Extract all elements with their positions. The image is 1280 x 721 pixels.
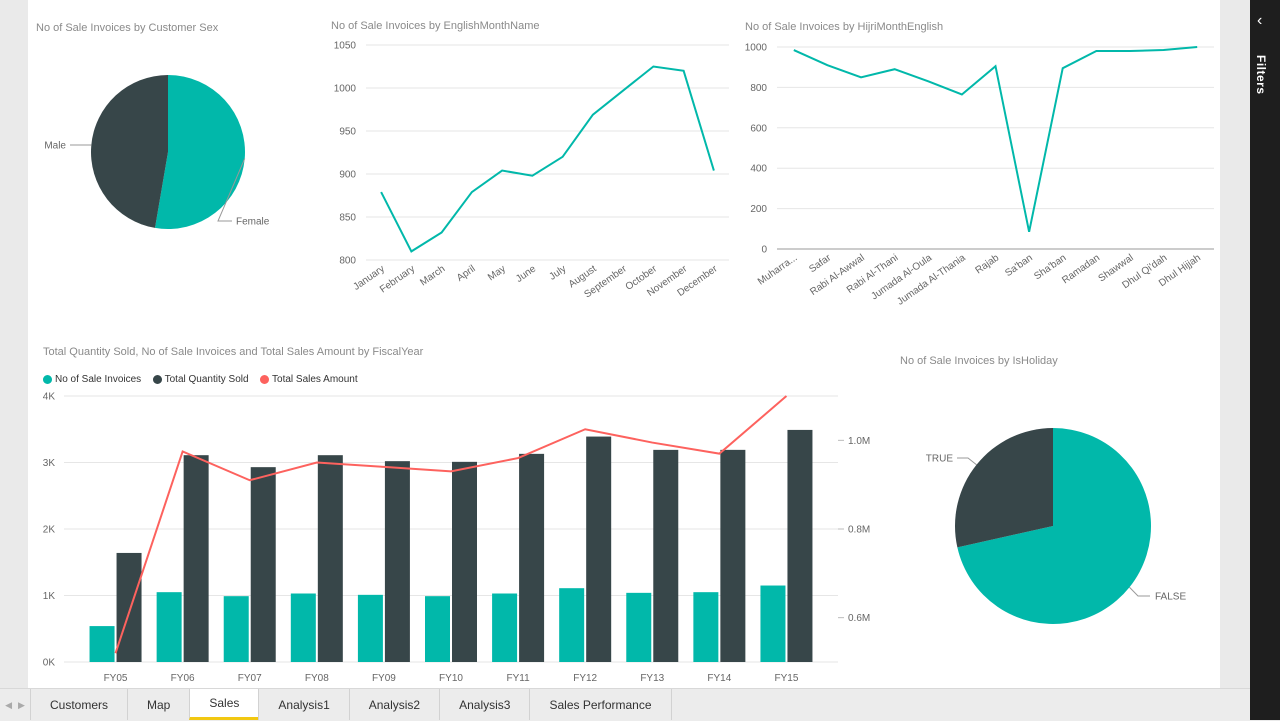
combo-xtick: FY09 — [372, 673, 396, 684]
tab-analysis2[interactable]: Analysis2 — [349, 689, 439, 720]
combo-xtick: FY07 — [238, 673, 262, 684]
line-hijri-ytick: 400 — [750, 164, 767, 175]
line-hijri-xtick: Safar — [807, 252, 833, 275]
line-month-xtick: June — [514, 263, 538, 285]
line-month-ytick: 1050 — [334, 41, 357, 52]
combo-xtick: FY11 — [507, 673, 531, 684]
combo-xtick: FY06 — [171, 673, 195, 684]
pie-sex-slice — [91, 75, 168, 228]
line-hijri-ytick: 1000 — [745, 43, 768, 54]
pie-holiday-leader-line — [957, 458, 977, 465]
combo-bar — [693, 592, 718, 662]
combo-bar — [90, 626, 115, 662]
tab-scroll-controls: ◀ ▶ — [0, 689, 30, 721]
line-month-ytick: 900 — [339, 170, 356, 181]
combo-bar — [787, 430, 812, 662]
combo-ytick: 1K — [43, 591, 56, 602]
pie-sex-slice — [155, 75, 245, 229]
combo-xtick: FY08 — [305, 673, 329, 684]
chevron-left-icon[interactable]: ‹ — [1257, 12, 1262, 30]
pie-holiday-label: TRUE — [926, 454, 954, 465]
line-hijri-xtick: Rajab — [973, 252, 1001, 276]
combo-bar — [224, 596, 249, 662]
filters-pane[interactable] — [1250, 0, 1280, 720]
scroll-right-icon[interactable]: ▶ — [18, 700, 25, 711]
line-month-ytick: 800 — [339, 256, 356, 267]
scroll-left-icon[interactable]: ◀ — [5, 700, 12, 711]
tab-map[interactable]: Map — [127, 689, 189, 720]
pie-holiday-leader-line — [1129, 587, 1150, 596]
pie-sex-label: Female — [236, 217, 270, 228]
combo-bar — [720, 450, 745, 662]
page-tabs: Customers Map Sales Analysis1 Analysis2 … — [30, 689, 672, 721]
combo-bar — [452, 462, 477, 662]
combo-sales-amount-line — [116, 396, 787, 653]
combo-bar — [760, 586, 785, 662]
combo-y2tick: 0.8M — [848, 525, 870, 536]
page-tab-bar: ◀ ▶ Customers Map Sales Analysis1 Analys… — [0, 688, 1250, 721]
line-hijri-ytick: 800 — [750, 83, 767, 94]
combo-bar — [586, 437, 611, 662]
combo-xtick: FY12 — [573, 673, 597, 684]
line-hijri-xtick: Muharra... — [756, 252, 800, 287]
charts-layer: FemaleMale80085090095010001050JanuaryFeb… — [0, 0, 1250, 688]
line-month-xtick: March — [418, 263, 447, 288]
combo-xtick: FY05 — [104, 673, 128, 684]
combo-bar — [358, 595, 383, 662]
combo-ytick: 0K — [43, 658, 56, 669]
tab-sales-performance[interactable]: Sales Performance — [529, 689, 671, 720]
combo-bar — [425, 596, 450, 662]
combo-bar — [117, 553, 142, 662]
line-month-ytick: 850 — [339, 213, 356, 224]
combo-ytick: 4K — [43, 392, 56, 403]
combo-xtick: FY15 — [775, 673, 799, 684]
line-month-xtick: May — [486, 263, 508, 283]
combo-bar — [184, 455, 209, 662]
pie-sex-label: Male — [44, 141, 66, 152]
pie-holiday-label: FALSE — [1155, 592, 1186, 603]
tab-customers[interactable]: Customers — [30, 689, 127, 720]
combo-xtick: FY14 — [707, 673, 731, 684]
line-hijri-series-line — [794, 47, 1197, 232]
combo-xtick: FY10 — [439, 673, 463, 684]
combo-xtick: FY13 — [640, 673, 664, 684]
line-month-ytick: 950 — [339, 127, 356, 138]
combo-bar — [291, 594, 316, 662]
combo-bar — [318, 455, 343, 662]
combo-ytick: 3K — [43, 458, 56, 469]
tab-analysis3[interactable]: Analysis3 — [439, 689, 529, 720]
combo-bar — [519, 454, 544, 662]
line-month-xtick: July — [547, 263, 568, 282]
line-hijri-xtick: Ramadan — [1060, 252, 1102, 286]
combo-bar — [626, 593, 651, 662]
line-month-series-line — [381, 67, 714, 252]
combo-y2tick: 0.6M — [848, 613, 870, 624]
combo-y2tick: 1.0M — [848, 436, 870, 447]
line-hijri-xtick: Sa'ban — [1003, 252, 1035, 279]
combo-bar — [157, 592, 182, 662]
combo-bar — [385, 461, 410, 662]
combo-bar — [251, 467, 276, 662]
combo-bar — [653, 450, 678, 662]
combo-bar — [492, 594, 517, 662]
line-hijri-ytick: 600 — [750, 123, 767, 134]
line-hijri-ytick: 0 — [761, 245, 767, 256]
line-hijri-ytick: 200 — [750, 204, 767, 215]
tab-sales[interactable]: Sales — [189, 689, 258, 720]
line-month-xtick: April — [455, 263, 478, 283]
tab-analysis1[interactable]: Analysis1 — [258, 689, 348, 720]
line-month-ytick: 1000 — [334, 84, 357, 95]
combo-bar — [559, 588, 584, 662]
filters-label[interactable]: Filters — [1254, 55, 1268, 95]
combo-ytick: 2K — [43, 525, 56, 536]
